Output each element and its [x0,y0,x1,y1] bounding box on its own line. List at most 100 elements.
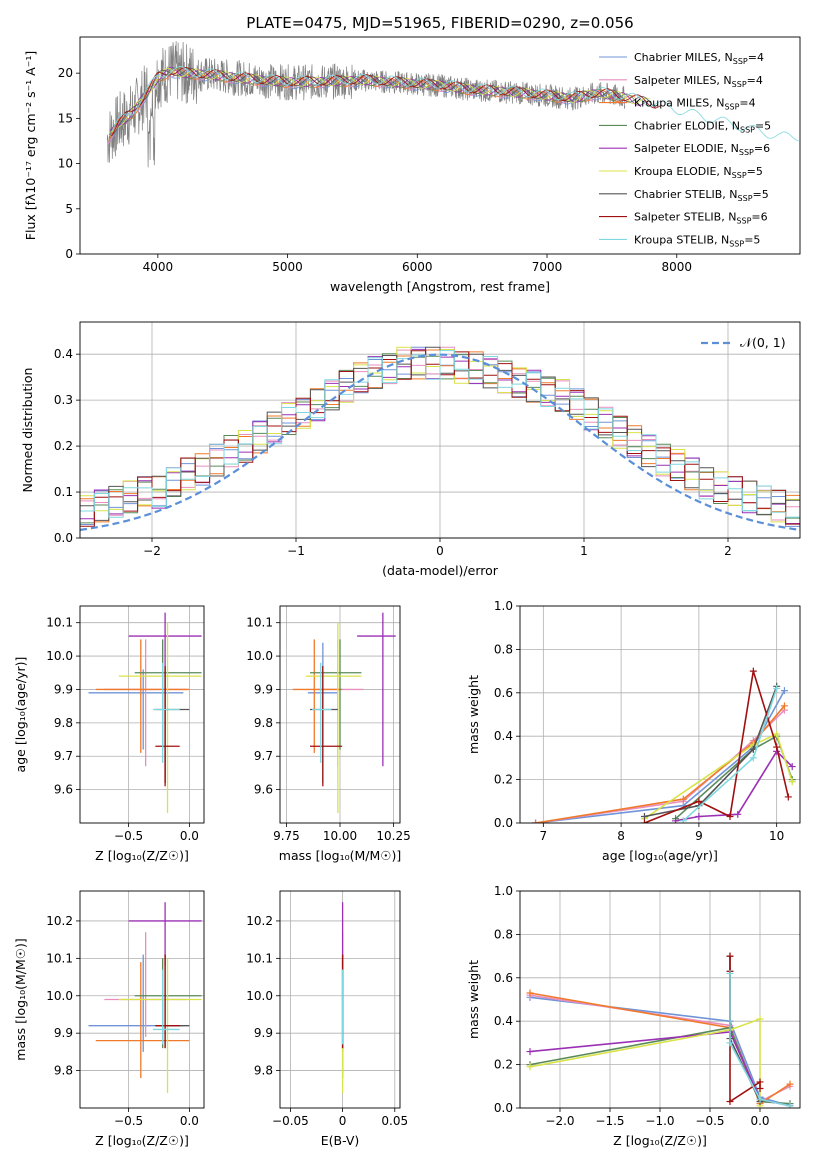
weight-line-chabrier-miles [535,690,786,823]
weight-marker [726,812,734,820]
y-tick-label: 10.0 [246,649,273,663]
weight-marker [526,989,534,997]
x-tick-label: 4000 [143,260,174,274]
weight-marker [695,812,703,820]
spectrum-legend: Chabrier MILES, NSSP=4 Salpeter MILES, NS… [599,51,771,248]
x-tick-label: −0.05 [272,1114,309,1128]
spectrum-model-salpeter-elodie [109,66,646,132]
y-tick-label: 10.0 [246,989,273,1003]
y-tick-label: 0.0 [494,1101,513,1115]
y-tick-label: 10.1 [246,616,273,630]
legend-label: Salpeter STELIB, NSSP=6 [634,211,768,226]
weight-marker [773,730,781,738]
x-tick-label: −1.0 [645,1114,674,1128]
x-axis-label: Z [log₁₀(Z/Z☉)] [613,1133,707,1148]
weight-marker [780,702,788,710]
x-tick-label: −2 [143,544,161,558]
weight-marker [679,795,687,803]
x-tick-label: 10.00 [323,829,357,843]
y-axis-label: mass weight [466,675,481,754]
weight-marker [695,797,703,805]
legend-label: Kroupa ELODIE, NSSP=5 [634,165,763,180]
y-tick-label: 0.8 [494,927,513,941]
y-tick-label: 0 [65,247,73,261]
hist-step-salpeter-elodie [80,348,800,524]
y-tick-label: 9.6 [254,783,273,797]
figure-title: PLATE=0475, MJD=51965, FIBERID=0290, z=0… [246,14,633,32]
y-tick-label: 0.3 [54,393,73,407]
y-tick-label: 20 [58,66,73,80]
x-axis-label: Z [log₁₀(Z/Z☉)] [95,1133,189,1148]
x-tick-label: −0.5 [114,829,143,843]
hist-step-chabrier-stelib [80,346,800,532]
x-tick-label: −0.5 [695,1114,724,1128]
weight-marker [788,763,796,771]
plot-area [292,612,396,813]
legend-label: 𝒩(0, 1) [740,335,786,350]
y-tick-label: 10.2 [46,914,73,928]
y-tick-label: 9.7 [54,749,73,763]
y-axis-label: age [log₁₀(age/yr)] [13,657,28,773]
x-axis-label: wavelength [Angstrom, rest frame] [330,279,550,294]
y-tick-label: 10.0 [46,649,73,663]
x-tick-label: 0.0 [180,829,199,843]
weight-marker [786,1080,794,1088]
weight-marker [756,1078,764,1086]
plot-area [80,346,800,532]
axes-mass-vs-E(B-V): −0.05 0 0.05 9.8 9.9 10.0 10.1 10.2 E(B-V) [246,890,408,1148]
x-tick-label: 6000 [402,260,433,274]
weight-marker [672,817,680,823]
weight-line-kroupa-elodie [529,1017,761,1106]
axes-mass-weight-vs-age: 7 8 9 10 0.0 0.2 0.4 0.6 0.8 1.0 age [log₁₀(age/yr… [466,599,801,863]
x-axis-label: mass [log₁₀(M/M☉)] [279,848,401,863]
x-tick-label: −0.5 [114,1114,143,1128]
axes-age-vs-mass: 9.75 10.00 10.25 9.6 9.7 9.8 9.9 10.0 10.1 mass [… [246,605,411,863]
x-tick-label: 8 [617,829,625,843]
weight-marker [788,778,796,786]
weight-marker [726,1039,734,1047]
gaussian-curve [80,353,798,531]
x-tick-label: −1 [287,544,305,558]
plot-area [88,902,202,1094]
y-tick-label: 10.2 [246,914,273,928]
spectrum-model-kroupa-stelib [111,66,800,142]
legend-label: Chabrier ELODIE, NSSP=5 [634,119,771,134]
x-tick-label: 9.75 [273,829,300,843]
weight-line-kroupa-elodie [643,732,793,820]
x-axis-label: (data-model)/error [382,563,499,578]
y-tick-label: 0.4 [54,347,73,361]
legend-label: Chabrier STELIB, NSSP=5 [634,188,769,203]
x-tick-label: 5000 [272,260,303,274]
x-tick-label: 2 [724,544,732,558]
x-axis-label: E(B-V) [321,1133,360,1148]
weight-marker [526,1048,534,1056]
y-tick-label: 9.9 [54,682,73,696]
weight-line-chabrier-stelib [644,686,778,818]
y-tick-label: 10.1 [46,951,73,965]
y-tick-label: 9.7 [254,749,273,763]
x-tick-label: 1 [580,544,588,558]
weight-marker [749,667,757,675]
axes-frame [79,321,801,539]
weight-line-salpeter-stelib [644,670,790,823]
spectrum-model-salpeter-stelib [111,67,661,137]
weight-marker [749,754,757,762]
x-tick-label: 0 [436,544,444,558]
x-tick-label: −2.0 [545,1114,574,1128]
y-tick-label: 10.0 [46,989,73,1003]
hist-step-kroupa-miles [80,349,800,530]
y-tick-label: 0.4 [494,729,513,743]
axes-spectrum: 4000 5000 6000 7000 8000 0 5 10 15 20 wavelength [… [23,36,801,294]
weight-marker [640,812,648,820]
y-tick-label: 0.1 [54,485,73,499]
spectrum-model-chabrier-elodie [108,67,640,136]
y-tick-label: 15 [58,111,73,125]
weight-marker [640,819,648,823]
weight-marker [784,793,792,801]
weight-marker [773,743,781,751]
axes-mass-weight-vs-Z: −2.0 −1.5 −1.0 −0.5 0.0 0.0 0.2 0.4 0.6 0.8 1.0 Z [… [466,884,801,1148]
y-tick-label: 0.0 [54,531,73,545]
y-tick-label: 0.0 [494,816,513,830]
x-tick-label: 10 [769,829,784,843]
y-tick-label: 5 [65,202,73,216]
